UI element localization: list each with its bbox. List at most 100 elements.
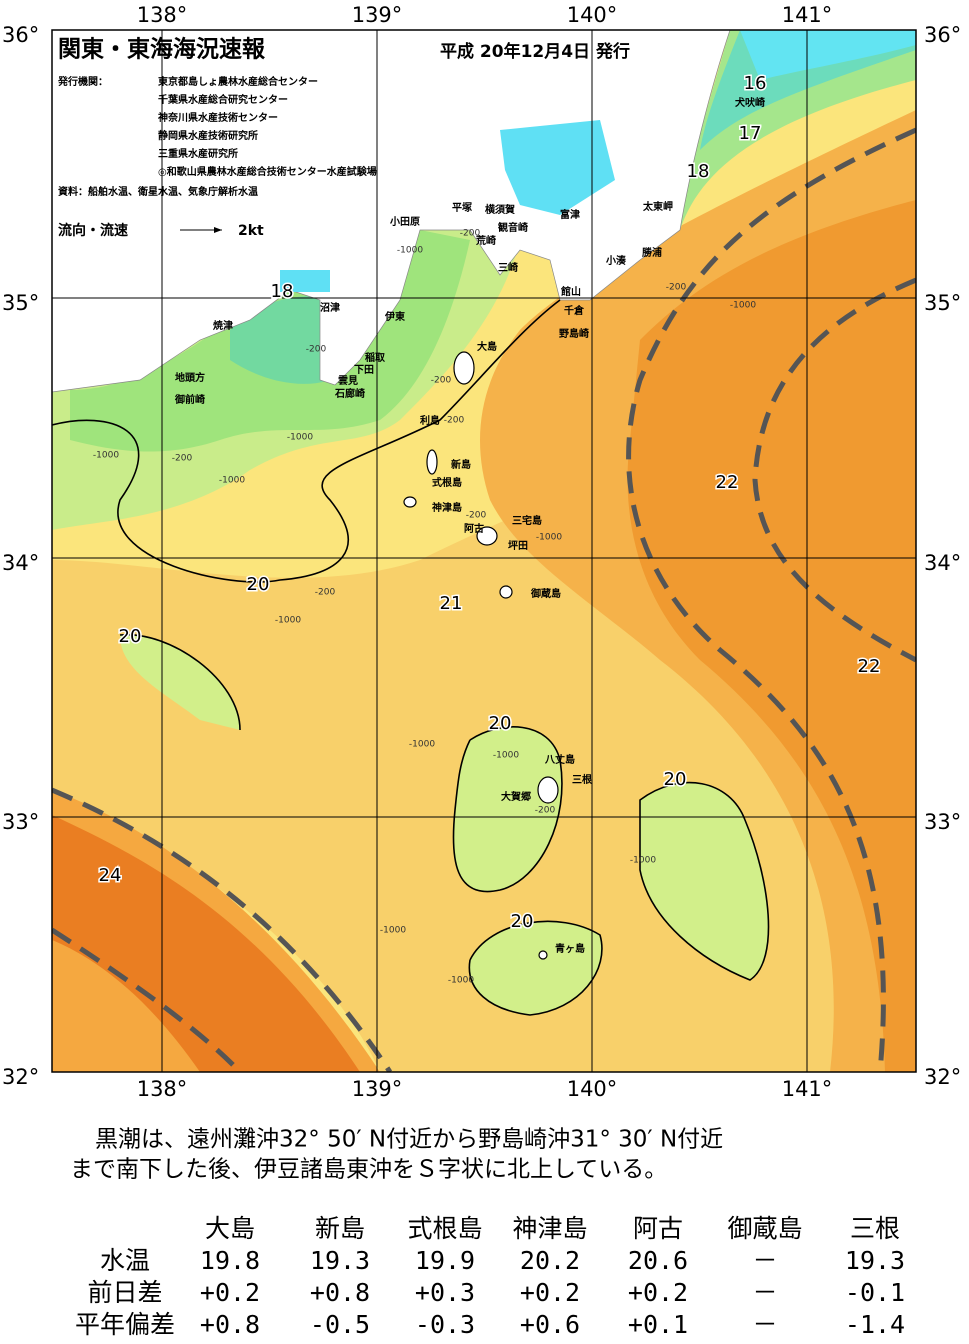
place-name: 富津 [560,208,580,221]
place-name: 小田原 [389,215,420,228]
lat-label: 35° [924,291,961,315]
contour-label: 20 [664,769,687,790]
place-name: 千倉 [564,304,585,317]
lon-label: 138° [137,1077,188,1101]
issuer: 三重県水産研究所 [158,147,238,160]
row-label: 水温 [100,1246,150,1275]
place-name: 横須賀 [485,203,515,216]
table-cell: +0.3 [415,1278,475,1307]
depth-label: -1000 [730,301,756,311]
depth-label: -1000 [275,616,301,626]
depth-label: -1000 [397,246,423,256]
table-cell: +0.8 [200,1310,260,1339]
contour-label: 20 [119,626,142,647]
row-label: 平年偏差 [75,1310,175,1339]
depth-label: -200 [466,511,487,521]
table-cell: +0.8 [310,1278,370,1307]
depth-label: -200 [535,806,556,816]
lon-label: 139° [352,1077,403,1101]
table-cell: +0.2 [520,1278,580,1307]
place-name: 御蔵島 [530,587,561,600]
issuer: ◎和歌山県農林水産総合技術センター水産試験場 [158,165,377,178]
contour-label: 20 [489,713,512,734]
place-name: 雲見 [338,375,358,387]
place-name: 平塚 [452,201,472,214]
lon-label: 141° [782,1077,833,1101]
lat-label: 34° [924,551,961,575]
contour-label: 16 [744,73,767,94]
legend-arrowhead [214,227,222,233]
place-name: 八丈島 [544,753,575,766]
lon-label: 141° [782,3,833,27]
place-name: 荒崎 [475,234,496,247]
place-name: 坪田 [508,539,528,552]
lon-label: 139° [352,3,403,27]
issuer: 千葉県水産総合研究センター [158,93,288,106]
contour-label: 17 [739,123,762,144]
depth-label: -1000 [536,533,562,543]
table-cell: 19.3 [310,1246,370,1275]
lat-label: 33° [2,810,39,834]
depth-label: -200 [315,588,336,598]
place-name: 沼津 [320,301,340,314]
table-cell: -0.3 [415,1310,475,1339]
table-cell: +0.1 [628,1310,688,1339]
table-cell: -1.4 [845,1310,905,1339]
table-cell: 19.8 [200,1246,260,1275]
table-header: 阿古 [633,1214,683,1243]
issuer: 神奈川県水産技術センター [158,111,278,124]
table-cell: -0.5 [310,1310,370,1339]
place-name: 館山 [560,285,581,298]
summary: 黒潮は、遠州灘沖32° 50′ N付近から野島崎沖31° 30′ N付近 [95,1127,723,1153]
depth-label: -1000 [93,451,119,461]
place-name: 地頭方 [175,371,205,384]
place-name: 三崎 [498,261,518,274]
lon-label: 138° [137,3,188,27]
lat-label: 35° [2,291,39,315]
title: 関東・東海海況速報 [58,36,266,63]
place-name: 犬吠崎 [735,96,765,109]
place-name: 太東岬 [642,200,673,213]
contour-label: 20 [247,574,270,595]
place-name: 神津島 [432,501,462,514]
place-name: 利島 [420,414,440,427]
lat-label: 32° [2,1065,39,1089]
depth-label: -200 [306,345,327,355]
issuer: 東京都島しょ農林水産総合センター [158,75,318,88]
place-name: 三根 [572,773,592,786]
table-cell: － [752,1310,777,1339]
depth-label: -1000 [219,476,245,486]
depth-label: -200 [666,283,687,293]
table-cell: 19.9 [415,1246,475,1275]
place-name: 勝浦 [642,246,662,259]
issuer-label: 発行機関： [57,75,108,88]
place-name: 小湊 [605,254,627,267]
table-header: 御蔵島 [727,1214,802,1243]
place-name: 三宅島 [512,514,542,527]
legend-speed: 2kt [238,223,264,239]
depth-label: -200 [444,416,465,426]
place-name: 下田 [354,364,374,376]
depth-label: -200 [172,454,193,464]
contour-label: 20 [511,911,534,932]
table-cell: 19.3 [845,1246,905,1275]
depth-label: -1000 [380,926,406,936]
place-name: 青ヶ島 [555,942,585,955]
contour-label: 22 [858,656,881,677]
depth-label: -1000 [493,751,519,761]
table-cell: － [752,1246,777,1275]
table-header: 新島 [315,1214,365,1243]
place-name: 式根島 [432,476,462,489]
place-name: 観音崎 [498,221,528,234]
issuer: 静岡県水産技術研究所 [158,129,258,142]
table-header: 式根島 [407,1214,482,1243]
table-cell: 20.2 [520,1246,580,1275]
table-cell: +0.6 [520,1310,580,1339]
map [52,30,916,1072]
table-cell: +0.2 [200,1278,260,1307]
place-name: 阿古 [464,522,484,535]
map-frame [51,29,917,1073]
lon-label: 140° [567,1077,618,1101]
depth-label: -1000 [448,976,474,986]
